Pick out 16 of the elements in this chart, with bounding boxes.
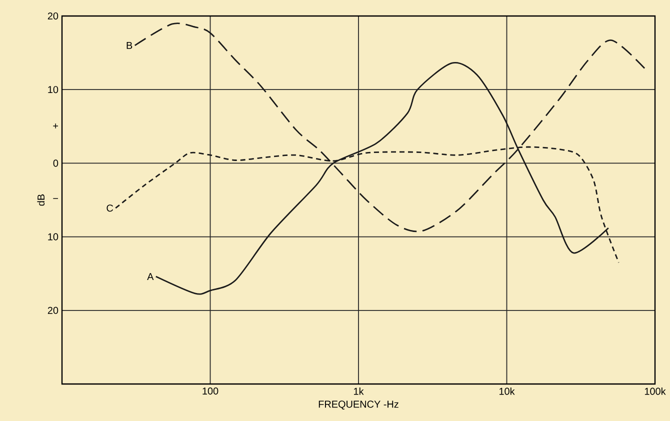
x-tick-label: 10k bbox=[499, 388, 515, 395]
y-tick-label: − bbox=[53, 198, 58, 199]
x-axis-title: FREQUENCY -Hz bbox=[318, 400, 398, 410]
y-tick-label: 10 bbox=[48, 233, 58, 240]
x-tick-label: 1k bbox=[354, 388, 364, 395]
series-label: B bbox=[126, 42, 132, 49]
x-tick-label: 100k bbox=[644, 388, 666, 395]
y-tick-label: 20 bbox=[48, 306, 58, 314]
y-tick-label: 20 bbox=[48, 12, 58, 20]
y-tick-label: 0 bbox=[53, 160, 58, 167]
y-tick-label: + bbox=[53, 124, 58, 128]
series-label: C bbox=[106, 204, 114, 212]
y-tick-label: 10 bbox=[48, 86, 58, 94]
y-axis-title: dB bbox=[37, 194, 45, 206]
series-label: A bbox=[147, 273, 154, 280]
x-tick-label: 100 bbox=[202, 388, 218, 395]
